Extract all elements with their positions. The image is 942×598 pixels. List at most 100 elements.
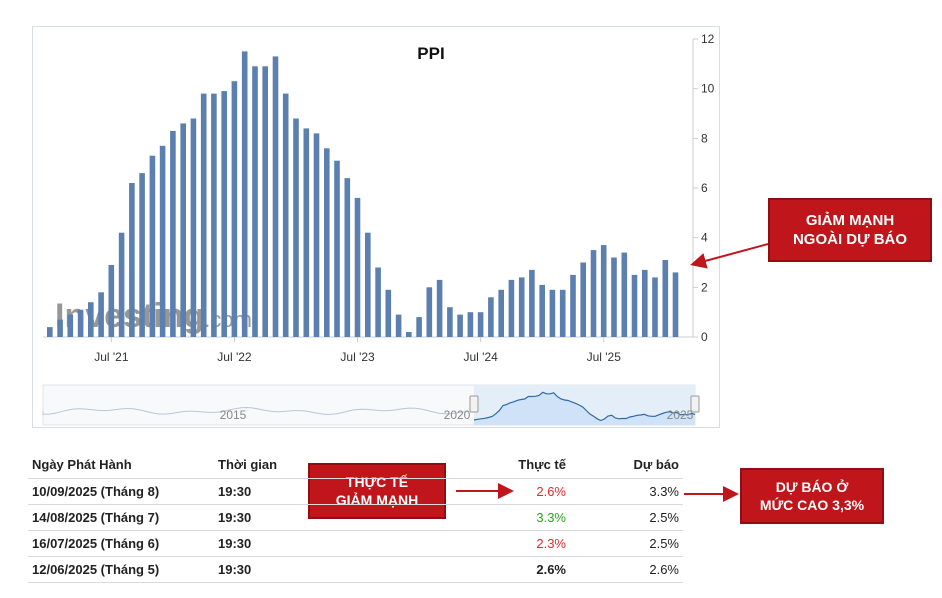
navigator-handle [690, 395, 700, 413]
bar [211, 93, 217, 337]
callout-line: GIẢM MẠNH [805, 211, 895, 229]
bar [354, 197, 361, 337]
bar [406, 332, 412, 337]
header-forecast[interactable]: Dự báo [633, 456, 679, 472]
header-time[interactable]: Thời gian [218, 456, 278, 472]
release-time: 19:30 [214, 504, 412, 531]
bar [129, 183, 135, 337]
bar [498, 289, 504, 337]
callout-line: DỰ BÁO Ở [775, 478, 849, 495]
actual-value: 2.6% [412, 478, 570, 505]
bar [88, 302, 94, 337]
y-tick-label: 4 [701, 231, 708, 245]
bar [447, 307, 453, 337]
bar [334, 160, 340, 337]
y-tick-label: 2 [701, 280, 708, 294]
bar [570, 274, 576, 337]
x-tick-label: Jul '24 [464, 350, 499, 364]
actual-value: 3.3% [412, 504, 570, 531]
bar [488, 297, 494, 337]
range-navigator[interactable]: 2015 2020 2025 [42, 384, 700, 426]
table-row: 16/07/2025 (Tháng 6) 19:30 2.3% 2.5% [28, 530, 683, 557]
bar [139, 173, 145, 337]
bar [231, 81, 238, 337]
bar [508, 279, 515, 337]
bar [436, 279, 443, 337]
y-tick-label: 10 [701, 82, 715, 96]
bar [241, 51, 248, 338]
forecast-value: 3.3% [570, 478, 683, 505]
bar [57, 319, 63, 337]
bar [611, 257, 617, 337]
bar [477, 312, 484, 337]
bar [77, 309, 84, 337]
release-time: 19:30 [214, 556, 412, 583]
forecast-value: 2.5% [570, 504, 683, 531]
navigator-handle [469, 395, 479, 413]
bar-series [47, 51, 679, 338]
navigator-label: 2015 [220, 408, 247, 422]
callout-line: NGOÀI DỰ BÁO [792, 231, 908, 248]
table-row: 12/06/2025 (Tháng 5) 19:30 2.6% 2.6% [28, 556, 683, 583]
bar [252, 66, 258, 338]
bar [631, 274, 638, 337]
bar [67, 314, 74, 337]
release-date: 14/08/2025 (Tháng 7) [28, 504, 214, 531]
bar [324, 148, 330, 337]
bar [642, 269, 648, 337]
bar [518, 277, 525, 337]
bar [395, 314, 402, 337]
bar [621, 252, 628, 337]
x-axis: Jul '21 Jul '22 Jul '23 Jul '24 Jul '25 [94, 337, 621, 364]
bar [293, 118, 299, 337]
navigator-label: 2025 [667, 408, 694, 422]
bar [672, 272, 679, 337]
bar [385, 289, 392, 337]
bar [549, 289, 556, 337]
bar [539, 284, 545, 337]
bar [170, 130, 176, 337]
release-table: Ngày Phát Hành Thời gian Thực tế Dự báo … [28, 450, 683, 583]
forecast-value: 2.5% [570, 530, 683, 557]
callout-forecast-high: DỰ BÁO Ở MỨC CAO 3,3% [740, 468, 884, 524]
bar [159, 145, 166, 337]
release-date: 12/06/2025 (Tháng 5) [28, 556, 214, 583]
forecast-value: 2.6% [570, 556, 683, 583]
chart-title: PPI [417, 44, 444, 63]
bar [580, 262, 586, 337]
bar [344, 178, 351, 337]
y-tick-label: 8 [701, 131, 708, 145]
bar [108, 265, 115, 337]
header-actual[interactable]: Thực tế [518, 456, 566, 472]
bar [600, 245, 607, 337]
bar [149, 155, 156, 337]
navigator-area [474, 392, 695, 425]
bar [375, 267, 381, 337]
x-tick-label: Jul '21 [94, 350, 129, 364]
bar [652, 277, 658, 337]
navigator-history-line [42, 406, 470, 415]
bar [303, 128, 310, 337]
y-tick-label: 0 [701, 330, 708, 344]
header-date[interactable]: Ngày Phát Hành [32, 456, 132, 472]
bar [282, 93, 289, 337]
actual-value: 2.6% [412, 556, 570, 583]
bar [262, 66, 268, 338]
table-row: 14/08/2025 (Tháng 7) 19:30 3.3% 2.5% [28, 504, 683, 531]
bar [529, 269, 535, 337]
bar [200, 93, 207, 337]
y-tick-label: 6 [701, 181, 708, 195]
navigator-label: 2020 [444, 408, 471, 422]
bar [272, 56, 279, 338]
bar [180, 123, 186, 338]
release-date: 10/09/2025 (Tháng 8) [28, 478, 214, 505]
actual-value: 2.3% [412, 530, 570, 557]
release-time: 19:30 [214, 478, 412, 505]
callout-line: MỨC CAO 3,3% [759, 497, 865, 513]
x-tick-label: Jul '23 [340, 350, 375, 364]
bar [457, 314, 463, 337]
bar [98, 292, 104, 337]
bar [559, 289, 566, 337]
